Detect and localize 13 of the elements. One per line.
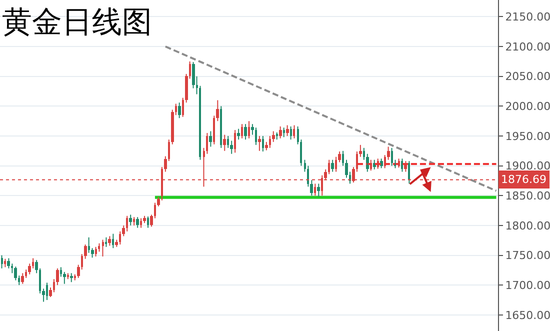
y-tick-label: 1950.00 bbox=[505, 130, 550, 143]
y-tick-label: 1900.00 bbox=[505, 160, 550, 173]
y-tick-label: 1850.00 bbox=[505, 189, 550, 202]
y-tick-label: 1650.00 bbox=[505, 308, 550, 322]
chart-title: 黄金日线图 bbox=[2, 5, 152, 40]
y-tick-label: 1700.00 bbox=[505, 278, 550, 292]
y-tick-label: 2000.00 bbox=[505, 100, 550, 114]
y-tick-label: 2050.00 bbox=[505, 70, 550, 84]
y-tick-label: 2150.00 bbox=[505, 10, 550, 24]
y-tick-label: 1800.00 bbox=[505, 219, 550, 232]
y-tick-label: 2100.00 bbox=[505, 40, 550, 54]
y-tick-label: 1750.00 bbox=[505, 249, 550, 262]
ref-line-label: 1876.69 bbox=[501, 173, 546, 186]
